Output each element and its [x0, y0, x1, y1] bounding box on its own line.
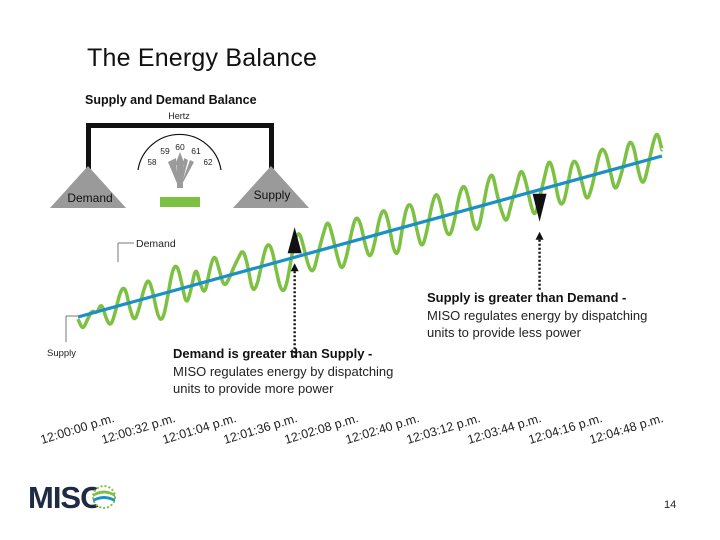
demand-greater-line-1: MISO regulates energy by dispatching	[173, 364, 393, 379]
gauge-tick-58: 58	[148, 158, 157, 167]
annotation-supply-greater: Supply is greater than Demand - MISO reg…	[427, 290, 647, 340]
marker-arrowhead-supply-greater	[535, 231, 544, 240]
supply-weight-label: Supply	[254, 188, 291, 202]
demand-weight-label: Demand	[67, 191, 112, 205]
hertz-label: Hertz	[168, 111, 190, 121]
gauge-tick-59: 59	[160, 146, 170, 156]
supply-greater-line-1: MISO regulates energy by dispatching	[427, 308, 647, 323]
gauge-tick-62: 62	[204, 158, 213, 167]
gauge-base	[160, 197, 200, 207]
gauge-needles	[168, 152, 194, 188]
page-number: 14	[664, 499, 677, 511]
gauge-tick-60: 60	[175, 142, 185, 152]
miso-logo: MISO	[28, 480, 116, 515]
balance-right-hanger	[269, 123, 274, 169]
miso-logo-text: MISO	[28, 480, 103, 515]
logo-wave-green	[93, 490, 115, 497]
demand-weight	[50, 166, 126, 208]
slide-title: The Energy Balance	[87, 44, 318, 72]
demand-greater-heading: Demand is greater than Supply -	[173, 346, 372, 361]
demand-greater-line-2: units to provide more power	[173, 381, 334, 396]
marker-triangle-demand-greater	[287, 227, 302, 254]
supply-greater-line-2: units to provide less power	[427, 325, 582, 340]
balance-left-hanger	[86, 123, 91, 169]
annotation-demand-greater: Demand is greater than Supply - MISO reg…	[173, 346, 393, 396]
marker-arrowhead-demand-greater	[290, 263, 299, 272]
supply-series-line	[77, 154, 663, 319]
gauge-arc	[137, 133, 222, 171]
supply-series-label: Supply	[47, 348, 76, 359]
supply-weight	[233, 166, 309, 208]
gauge-tick-61: 61	[191, 146, 201, 156]
marker-triangle-supply-greater	[532, 193, 547, 222]
logo-wave-blue	[93, 496, 115, 502]
supply-greater-heading: Supply is greater than Demand -	[427, 290, 626, 305]
demand-series-line	[76, 132, 664, 330]
balance-beam	[86, 123, 274, 128]
balance-title: Supply and Demand Balance	[85, 93, 257, 107]
logo-globe-ring	[92, 485, 116, 509]
balance-diagram: Supply and Demand Balance Hertz Demand S…	[50, 93, 309, 208]
demand-series-label: Demand	[136, 238, 176, 250]
